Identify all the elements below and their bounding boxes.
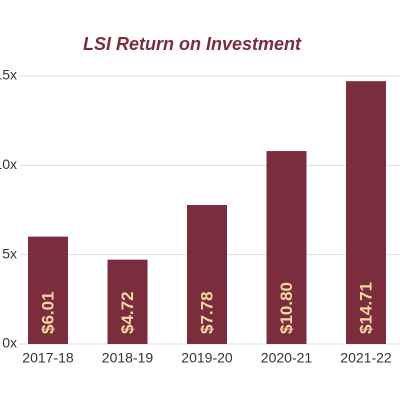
bar: [187, 204, 227, 344]
bar: [107, 259, 148, 344]
value-label: $10.80: [277, 282, 296, 334]
y-tick-label: 0x: [2, 335, 17, 351]
value-label: $4.72: [118, 291, 137, 334]
value-label: $6.01: [38, 291, 57, 334]
x-tick-label: 2021-22: [340, 350, 392, 366]
y-tick-label: 5x: [2, 245, 17, 261]
y-tick-label: 10x: [0, 156, 17, 172]
chart-title: LSI Return on Investment: [83, 34, 302, 54]
x-tick-label: 2018-19: [102, 350, 154, 366]
bar: [346, 81, 386, 344]
x-tick-label: 2017-18: [22, 350, 74, 366]
x-tick-label: 2020-21: [261, 350, 313, 366]
x-tick-label: 2019-20: [181, 350, 233, 366]
value-label: $14.71: [356, 282, 375, 334]
bar: [28, 236, 68, 344]
value-label: $7.78: [197, 291, 216, 334]
bar: [266, 151, 307, 344]
y-tick-label: 15x: [0, 67, 17, 83]
